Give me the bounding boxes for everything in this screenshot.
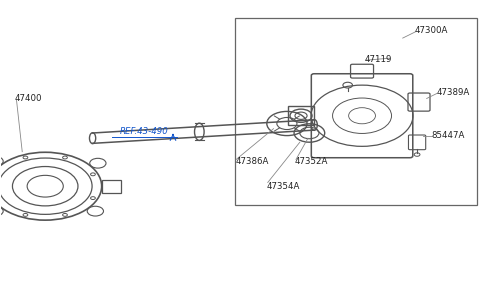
Bar [102, 180, 121, 192]
Text: 47400: 47400 [15, 94, 43, 103]
Text: 47300A: 47300A [415, 26, 448, 35]
Text: 47352A: 47352A [295, 157, 328, 166]
Bar [235, 18, 477, 205]
Text: 47389A: 47389A [436, 88, 469, 97]
Text: 85447A: 85447A [432, 131, 465, 140]
Text: 47386A: 47386A [235, 157, 269, 166]
Text: 47354A: 47354A [266, 182, 300, 191]
Text: REF.43-490: REF.43-490 [120, 127, 168, 136]
Bar [288, 106, 314, 125]
Text: 47119: 47119 [364, 55, 392, 64]
